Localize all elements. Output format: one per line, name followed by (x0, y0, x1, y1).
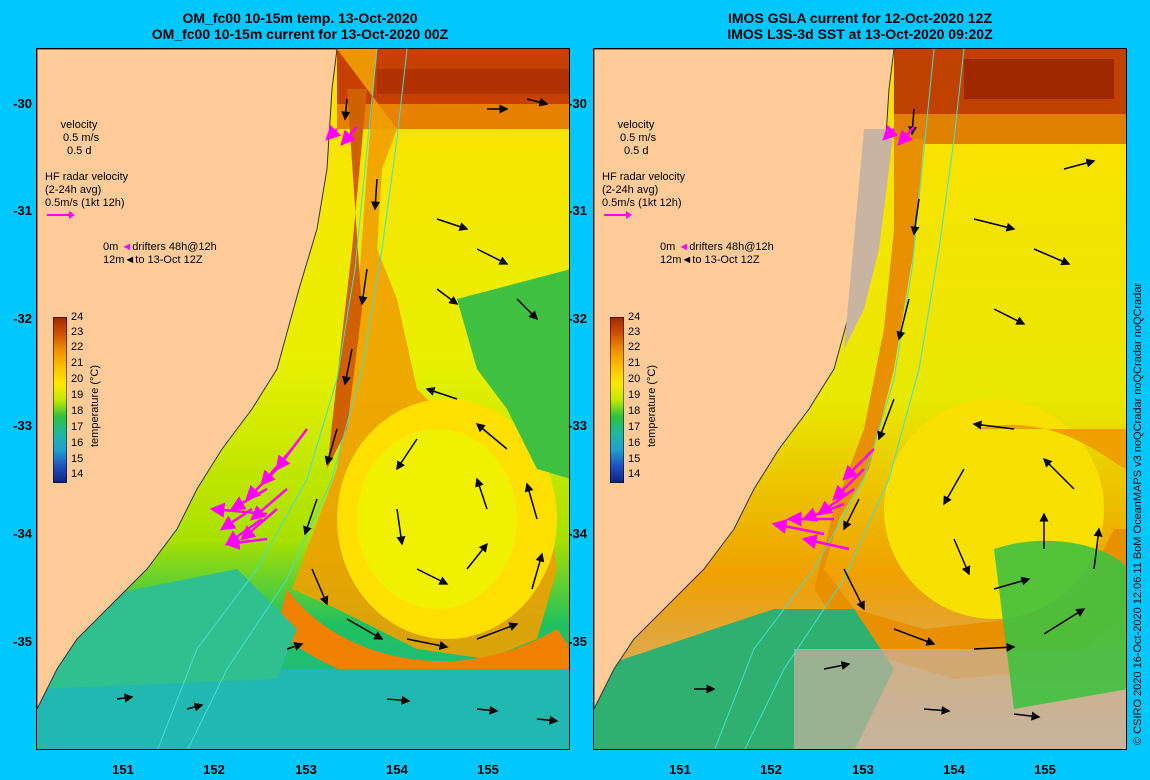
cb-tick: 18 (628, 405, 641, 417)
cb-tick: 19 (71, 389, 84, 401)
cb-tick: 23 (71, 326, 84, 338)
drifter-to-date: to 13-Oct 12Z (135, 254, 203, 266)
right-map-panel: velocity 0.5 m/s 0.5 d HF radar velocity… (593, 48, 1127, 750)
x-tick-left: 152 (203, 762, 225, 777)
cb-tick: 22 (628, 341, 641, 353)
hf-radar-title: HF radar velocity (45, 171, 129, 183)
drifter-to-date: to 13-Oct 12Z (692, 254, 760, 266)
drifter-12m-label: 12m (660, 254, 682, 266)
velocity-legend-scale: 0.5 m/s (620, 132, 657, 144)
cb-tick: 18 (71, 405, 84, 417)
y-tick-right: -33 (568, 418, 587, 433)
x-tick-right: 155 (1034, 762, 1056, 777)
drifters-legend-right: 0m ◄drifters 48h@12h 12m◄to 13-Oct 12Z (660, 241, 774, 267)
y-tick-right: -31 (568, 203, 587, 218)
drifters-legend: 0m ◄drifters 48h@12h 12m◄to 13-Oct 12Z (103, 241, 217, 267)
y-tick-right: -35 (568, 634, 587, 649)
left-map-panel: velocity 0.5 m/s 0.5 d HF radar velocity… (36, 48, 570, 750)
colorbar-label: temperature (°C) (89, 364, 101, 447)
y-tick-left: -33 (13, 418, 32, 433)
x-tick-left: 153 (295, 762, 317, 777)
velocity-legend-title: velocity (617, 119, 655, 131)
drifter-0m-label: 0m (660, 241, 676, 253)
x-tick-right: 153 (852, 762, 874, 777)
left-title-line1: OM_fc00 10-15m temp. 13-Oct-2020 (182, 10, 418, 26)
x-tick-right: 154 (943, 762, 965, 777)
drifter-12m-label: 12m (103, 254, 125, 266)
cb-tick: 14 (628, 468, 641, 480)
hf-radar-avg: (2-24h avg) (602, 184, 659, 196)
drifter-title: drifters 48h@12h (132, 241, 217, 253)
velocity-legend-days: 0.5 d (624, 145, 649, 157)
cb-tick: 15 (628, 453, 641, 465)
drifter-magenta-arrow-icon: ◄ (678, 241, 690, 253)
cb-tick: 21 (71, 357, 84, 369)
cb-tick: 20 (71, 373, 84, 385)
credit-text: © CSIRO 2020 16-Oct-2020 12:06:11 BoM Oc… (1132, 282, 1144, 745)
velocity-legend-days: 0.5 d (67, 145, 92, 157)
y-tick-right: -32 (568, 311, 587, 326)
cb-tick: 17 (71, 421, 84, 433)
x-tick-right: 151 (669, 762, 691, 777)
cb-tick: 15 (71, 453, 84, 465)
colorbar-label: temperature (°C) (646, 364, 658, 447)
cb-tick: 24 (628, 311, 641, 323)
temperature-colorbar: 24 23 22 21 20 19 18 17 16 15 14 tempera… (52, 311, 101, 488)
x-tick-left: 155 (477, 762, 499, 777)
x-tick-right: 152 (760, 762, 782, 777)
left-panel-title: OM_fc00 10-15m temp. 13-Oct-2020 OM_fc00… (30, 10, 570, 42)
cb-tick: 16 (628, 437, 641, 449)
y-tick-right: -30 (568, 96, 587, 111)
hf-radar-arrow-icon (47, 211, 75, 219)
y-tick-left: -32 (13, 311, 32, 326)
velocity-legend: velocity 0.5 m/s 0.5 d (59, 119, 99, 158)
right-panel-title: IMOS GSLA current for 12-Oct-2020 12Z IM… (590, 10, 1130, 42)
temperature-colorbar-right: 24 23 22 21 20 19 18 17 16 15 14 tempera… (609, 311, 658, 488)
y-tick-left: -34 (13, 526, 32, 541)
colorbar-gradient (609, 316, 625, 484)
hf-radar-legend: HF radar velocity (2-24h avg) 0.5m/s (1k… (45, 171, 128, 224)
y-tick-left: -35 (13, 634, 32, 649)
cb-tick: 24 (71, 311, 84, 323)
right-sst-map (594, 49, 1126, 749)
y-tick-left: -31 (13, 203, 32, 218)
x-tick-left: 151 (112, 762, 134, 777)
right-title-line2: IMOS L3S-3d SST at 13-Oct-2020 09:20Z (727, 26, 993, 42)
velocity-legend-right: velocity 0.5 m/s 0.5 d (616, 119, 656, 158)
cb-tick: 23 (628, 326, 641, 338)
drifter-title: drifters 48h@12h (689, 241, 774, 253)
cb-tick: 19 (628, 389, 641, 401)
y-tick-right: -34 (568, 526, 587, 541)
drifter-magenta-arrow-icon: ◄ (121, 241, 133, 253)
velocity-legend-title: velocity (60, 119, 98, 131)
hf-radar-legend-right: HF radar velocity (2-24h avg) 0.5m/s (1k… (602, 171, 685, 224)
y-tick-left: -30 (13, 96, 32, 111)
hf-radar-scale: 0.5m/s (1kt 12h) (602, 197, 682, 209)
drifter-black-arrow-icon: ◄ (124, 254, 136, 266)
colorbar-gradient (52, 316, 68, 484)
hf-radar-avg: (2-24h avg) (45, 184, 102, 196)
cb-tick: 21 (628, 357, 641, 369)
right-title-line1: IMOS GSLA current for 12-Oct-2020 12Z (728, 10, 992, 26)
drifter-0m-label: 0m (103, 241, 119, 253)
hf-radar-scale: 0.5m/s (1kt 12h) (45, 197, 125, 209)
x-tick-left: 154 (386, 762, 408, 777)
left-title-line2: OM_fc00 10-15m current for 13-Oct-2020 0… (151, 26, 449, 42)
cb-tick: 14 (71, 468, 84, 480)
cb-tick: 16 (71, 437, 84, 449)
hf-radar-arrow-icon (604, 211, 632, 219)
left-temperature-map (37, 49, 569, 749)
velocity-legend-scale: 0.5 m/s (63, 132, 100, 144)
cb-tick: 20 (628, 373, 641, 385)
cb-tick: 22 (71, 341, 84, 353)
cb-tick: 17 (628, 421, 641, 433)
drifter-black-arrow-icon: ◄ (681, 254, 693, 266)
hf-radar-title: HF radar velocity (602, 171, 686, 183)
